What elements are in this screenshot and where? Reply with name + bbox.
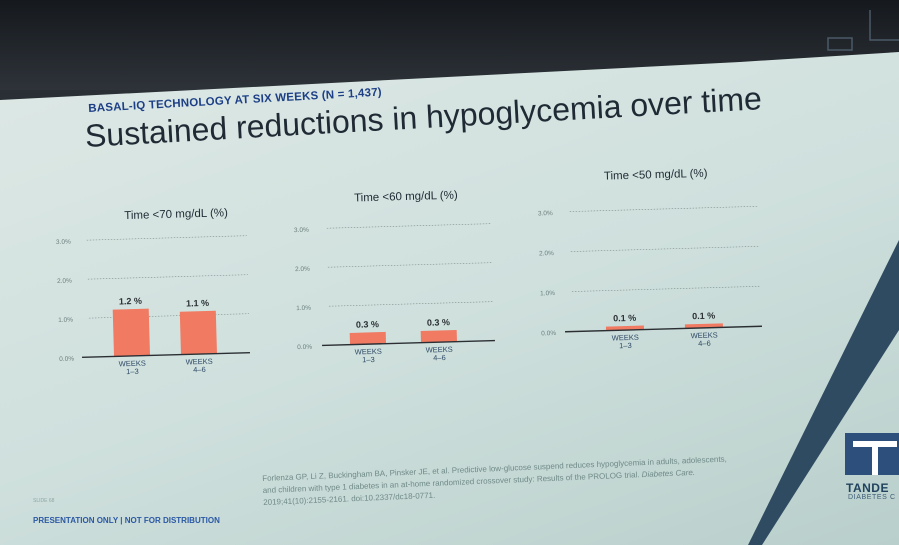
gridline bbox=[326, 223, 492, 229]
y-tick-label: 1.0% bbox=[296, 305, 311, 312]
category-label: WEEKS bbox=[355, 347, 382, 357]
y-tick-label: 2.0% bbox=[295, 266, 310, 273]
gridline bbox=[87, 274, 248, 280]
category-label: WEEKS bbox=[612, 333, 639, 343]
gridline bbox=[570, 245, 760, 252]
tandem-logo-icon bbox=[845, 433, 899, 475]
chart-title: Time <70 mg/dL (%) bbox=[124, 207, 228, 222]
bar bbox=[112, 308, 151, 357]
y-tick-label: 2.0% bbox=[57, 278, 72, 285]
bar bbox=[179, 310, 217, 355]
y-tick-label: 0.0% bbox=[297, 344, 312, 351]
x-axis-baseline bbox=[565, 325, 762, 333]
logo-name: TANDE bbox=[846, 481, 889, 495]
x-axis-baseline bbox=[82, 351, 250, 359]
category-label: 1–3 bbox=[619, 341, 632, 350]
category-label: 4–6 bbox=[433, 353, 446, 362]
y-tick-label: 3.0% bbox=[56, 239, 71, 246]
footer-left: SLIDE 68 PRESENTATION ONLY | NOT FOR DIS… bbox=[33, 498, 220, 528]
gridline bbox=[86, 235, 247, 241]
gridline bbox=[328, 301, 494, 307]
category-label: 1–3 bbox=[126, 367, 139, 376]
category-label: WEEKS bbox=[119, 359, 146, 369]
y-tick-label: 3.0% bbox=[538, 210, 553, 217]
y-tick-label: 0.0% bbox=[541, 330, 556, 337]
y-tick-label: 0.0% bbox=[59, 356, 74, 363]
data-label: 0.1 % bbox=[692, 311, 715, 322]
y-tick-label: 3.0% bbox=[294, 227, 309, 234]
data-label: 0.3 % bbox=[427, 317, 450, 328]
category-label: WEEKS bbox=[426, 345, 453, 355]
chart-title: Time <60 mg/dL (%) bbox=[354, 190, 458, 205]
logo-subtitle: DIABETES C bbox=[848, 494, 896, 501]
y-tick-label: 2.0% bbox=[539, 250, 554, 257]
category-label: 4–6 bbox=[193, 365, 206, 374]
citation-journal: Diabetes Care. bbox=[641, 467, 696, 480]
gridline bbox=[569, 205, 759, 212]
chart-title: Time <50 mg/dL (%) bbox=[604, 168, 708, 183]
category-label: 1–3 bbox=[362, 355, 375, 364]
bar bbox=[349, 331, 387, 345]
gridline bbox=[88, 313, 249, 319]
gridline bbox=[571, 285, 761, 292]
category-label: 4–6 bbox=[698, 339, 711, 348]
gridline bbox=[327, 262, 493, 268]
category-label: WEEKS bbox=[186, 357, 213, 367]
chart-time-below-60: Time <60 mg/dL (%) 0.0% 1.0% 2.0% 3.0% 0.3 % W… bbox=[294, 190, 495, 364]
data-label: 0.3 % bbox=[356, 319, 379, 330]
y-tick-label: 1.0% bbox=[540, 290, 555, 297]
bar bbox=[420, 329, 457, 343]
data-label: 1.2 % bbox=[119, 296, 142, 307]
chart-time-below-50: Time <50 mg/dL (%) 0.0% 1.0% 2.0% 3.0% 0.1 % W… bbox=[538, 168, 762, 350]
chart-time-below-70: Time <70 mg/dL (%) 0.0% 1.0% 2.0% 3.0% 1.2 % W… bbox=[56, 207, 250, 376]
category-label: WEEKS bbox=[691, 330, 718, 340]
x-axis-baseline bbox=[322, 339, 495, 347]
data-label: 1.1 % bbox=[186, 298, 209, 309]
distribution-notice: PRESENTATION ONLY | NOT FOR DISTRIBUTION bbox=[33, 516, 220, 525]
y-tick-label: 1.0% bbox=[58, 317, 73, 324]
data-label: 0.1 % bbox=[613, 313, 636, 324]
slide-number: SLIDE 68 bbox=[33, 498, 55, 504]
